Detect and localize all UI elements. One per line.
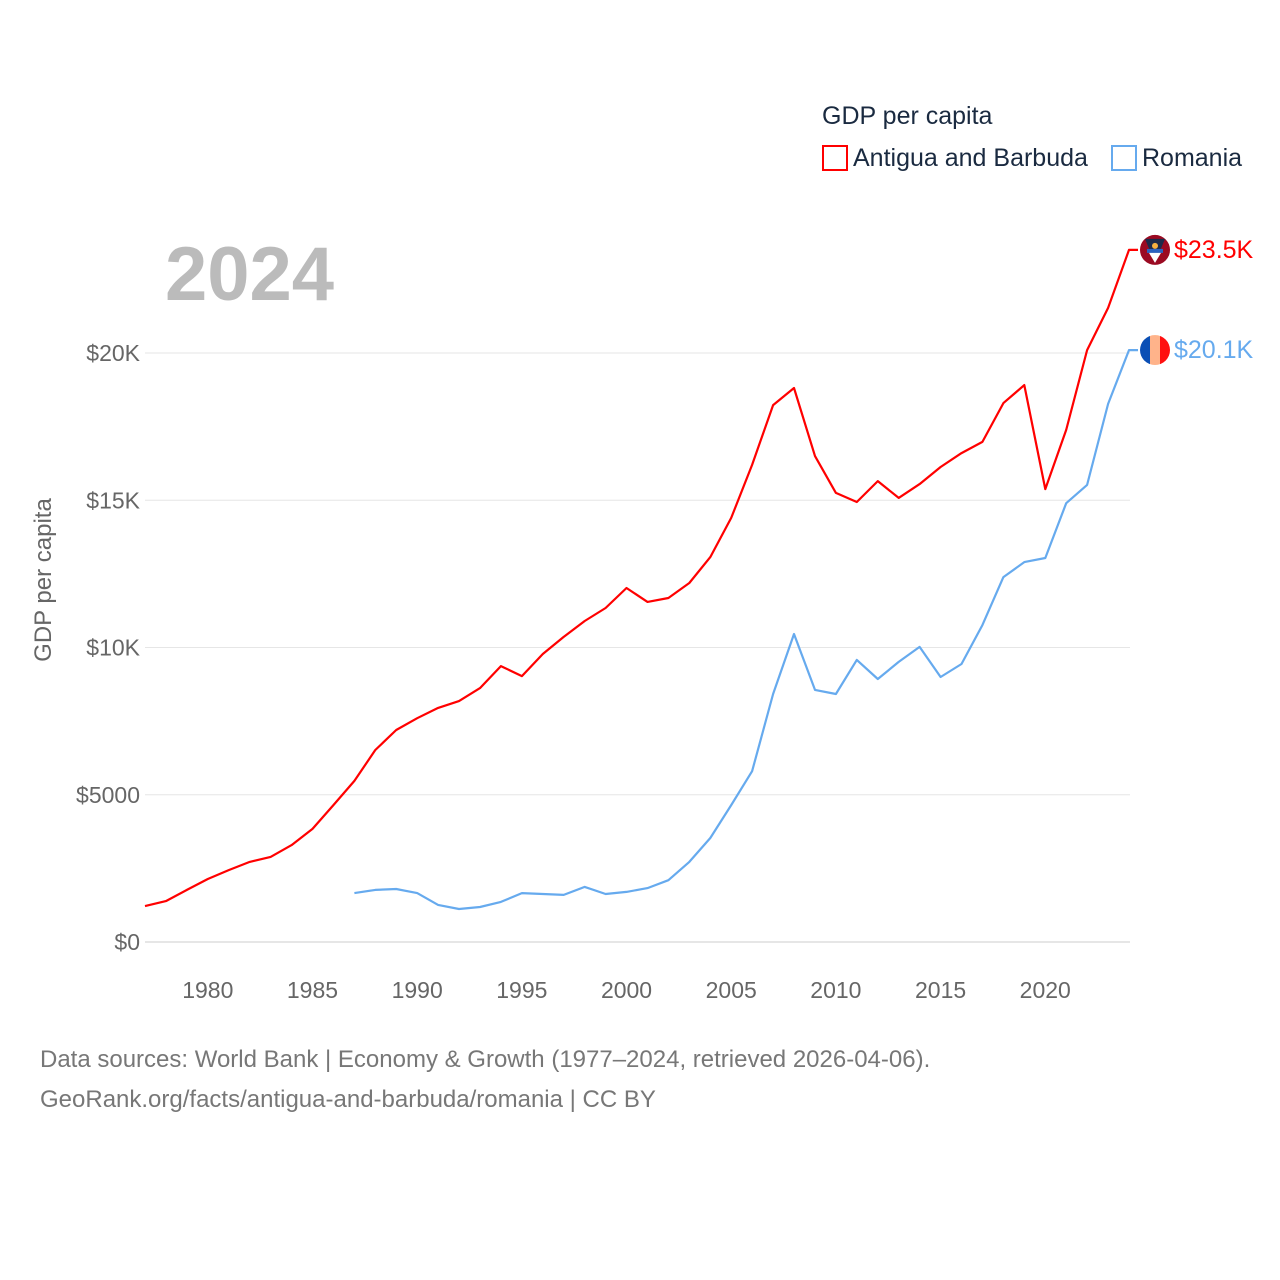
flag-yellow <box>1150 335 1160 366</box>
flag-sun <box>1152 242 1158 249</box>
x-tick-label: 2015 <box>915 977 966 1003</box>
legend-item-antigua[interactable]: Antigua and Barbuda <box>822 144 1088 172</box>
source-line: Data sources: World Bank | Economy & Gro… <box>40 1046 931 1073</box>
x-tick-label: 1995 <box>496 977 547 1003</box>
y-tick-label: $0 <box>114 929 140 955</box>
antigua-and-barbuda-flag-icon <box>1140 234 1170 265</box>
x-tick-label: 2005 <box>706 977 757 1003</box>
x-tick-label: 1980 <box>182 977 233 1003</box>
legend-swatch <box>822 145 848 171</box>
flag-blue <box>1140 335 1150 366</box>
x-tick-label: 1985 <box>287 977 338 1003</box>
y-tick-label: $15K <box>86 487 140 513</box>
legend-label: Romania <box>1142 144 1242 172</box>
source-url[interactable]: GeoRank.org/facts/antigua-and-barbuda/ro… <box>40 1086 656 1113</box>
flag-red <box>1160 335 1170 366</box>
legend-label: Antigua and Barbuda <box>853 144 1088 172</box>
x-tick-label: 1990 <box>392 977 443 1003</box>
legend-item-romania[interactable]: Romania <box>1111 144 1242 172</box>
series-line-antigua <box>144 248 1138 908</box>
x-tick-label: 2020 <box>1020 977 1071 1003</box>
year-label: 2024 <box>165 232 334 317</box>
flag-stripe <box>1147 248 1163 253</box>
y-tick-label: $10K <box>86 635 140 661</box>
series-line-romania <box>354 349 1138 911</box>
flag-white <box>1149 252 1161 263</box>
legend-swatch <box>1111 145 1137 171</box>
legend-title: GDP per capita <box>822 102 993 130</box>
x-tick-label: 2010 <box>810 977 861 1003</box>
romania-flag-icon <box>1140 335 1170 366</box>
x-tick-label: 2000 <box>601 977 652 1003</box>
y-axis-label: GDP per capita <box>30 498 57 662</box>
y-tick-label: $5000 <box>76 782 140 808</box>
end-value-label: $23.5K <box>1174 236 1254 264</box>
end-value-label: $20.1K <box>1174 336 1254 364</box>
y-tick-label: $20K <box>86 340 140 366</box>
